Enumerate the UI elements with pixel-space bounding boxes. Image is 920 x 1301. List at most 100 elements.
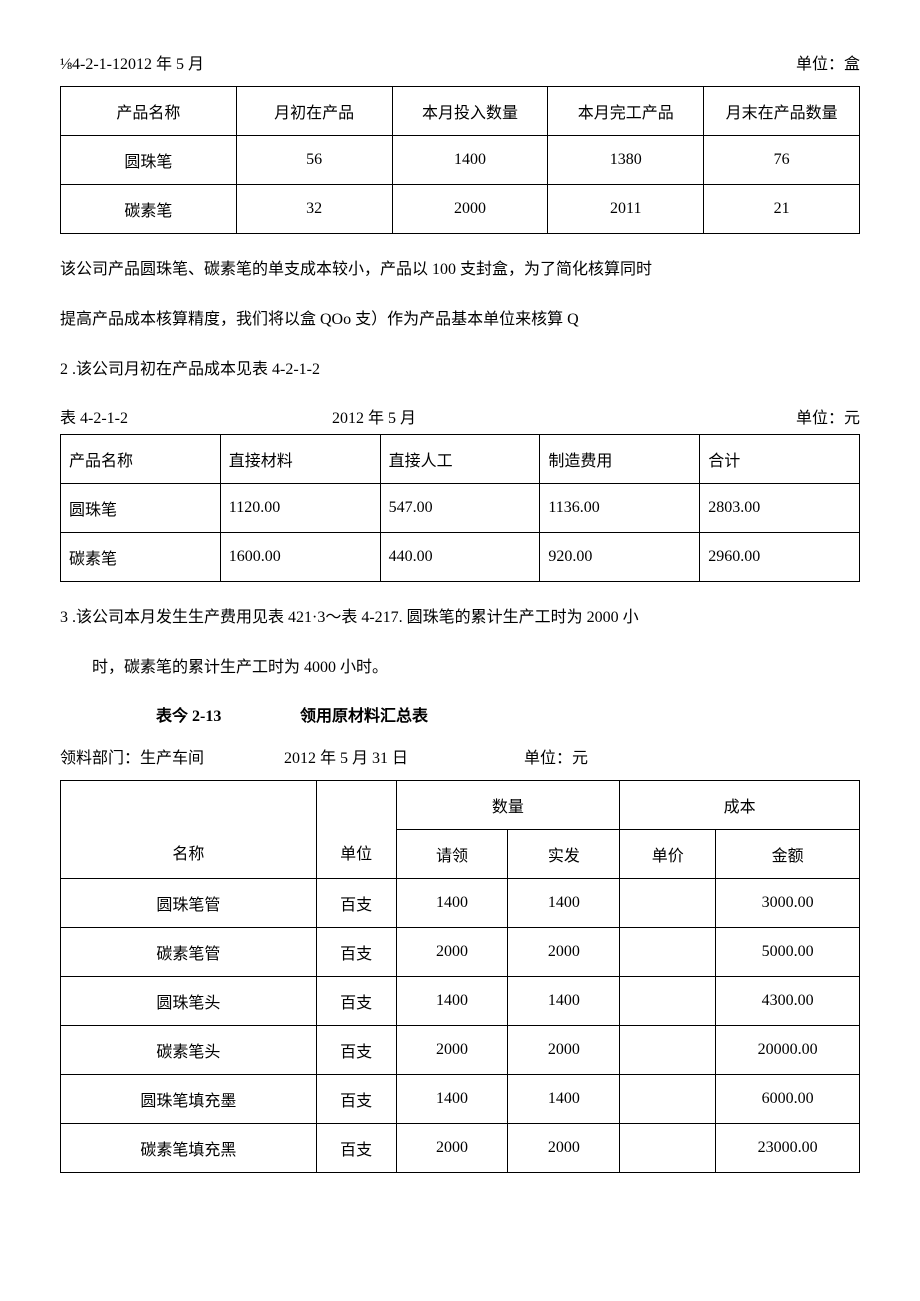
col-header: 合计 [700, 435, 860, 484]
cell: 547.00 [380, 484, 540, 533]
cell: 圆珠笔填充墨 [61, 1075, 317, 1124]
cell: 2960.00 [700, 533, 860, 582]
caption-dept: 领料部门：生产车间 [60, 744, 284, 768]
cell: 2000 [508, 1124, 620, 1173]
table-row: 圆珠笔 1120.00 547.00 1136.00 2803.00 [61, 484, 860, 533]
table-row: 圆珠笔头 百支 1400 1400 4300.00 [61, 977, 860, 1026]
cell: 碳素笔 [61, 185, 237, 234]
cell: 1120.00 [220, 484, 380, 533]
col-header: 制造费用 [540, 435, 700, 484]
table-row: 圆珠笔管 百支 1400 1400 3000.00 [61, 879, 860, 928]
cell: 76 [704, 136, 860, 185]
col-header: 直接材料 [220, 435, 380, 484]
cell: 1400 [508, 1075, 620, 1124]
col-header: 金额 [716, 830, 860, 879]
table-row: 圆珠笔填充墨 百支 1400 1400 6000.00 [61, 1075, 860, 1124]
col-header: 产品名称 [61, 435, 221, 484]
col-header: 请领 [396, 830, 508, 879]
caption-date: 2012 年 5 月 31 日 [284, 744, 524, 768]
table3-title: 表今 2-13 领用原材料汇总表 [60, 702, 860, 726]
table-material-summary: 名称 单位 数量 成本 请领 实发 单价 金额 圆珠笔管 百支 1400 140… [60, 780, 860, 1173]
cell: 1400 [396, 1075, 508, 1124]
table-number: 表今 2-13 [60, 702, 300, 726]
table-row: 圆珠笔 56 1400 1380 76 [61, 136, 860, 185]
caption-mid: 2012 年 5 月 [332, 404, 612, 428]
cell: 碳素笔管 [61, 928, 317, 977]
table-header-row: 产品名称 直接材料 直接人工 制造费用 合计 [61, 435, 860, 484]
caption-right: 单位：盒 [796, 50, 860, 74]
table-header-row: 名称 单位 数量 成本 [61, 781, 860, 830]
cell: 1136.00 [540, 484, 700, 533]
cell: 圆珠笔 [61, 136, 237, 185]
paragraph: 该公司产品圆珠笔、碳素笔的单支成本较小，产品以 100 支封盒，为了简化核算同时 [60, 254, 860, 286]
col-header-cost: 成本 [620, 781, 860, 830]
cell: 1400 [396, 879, 508, 928]
table-row: 碳素笔 1600.00 440.00 920.00 2960.00 [61, 533, 860, 582]
table3-caption: 领料部门：生产车间 2012 年 5 月 31 日 单位：元 [60, 744, 860, 768]
cell: 2000 [392, 185, 548, 234]
paragraph: 2 .该公司月初在产品成本见表 4-2-1-2 [60, 354, 860, 386]
cell: 圆珠笔管 [61, 879, 317, 928]
cell: 1400 [392, 136, 548, 185]
paragraph: 3 .该公司本月发生生产费用见表 421·3〜表 4-217. 圆珠笔的累计生产… [60, 602, 860, 634]
table2-caption: 表 4-2-1-2 2012 年 5 月 单位：元 [60, 404, 860, 428]
cell: 5000.00 [716, 928, 860, 977]
cell: 2000 [396, 1026, 508, 1075]
cell: 920.00 [540, 533, 700, 582]
paragraph: 提高产品成本核算精度，我们将以盒 QOo 支）作为产品基本单位来核算 Q [60, 304, 860, 336]
cell: 百支 [316, 1124, 396, 1173]
cell: 圆珠笔头 [61, 977, 317, 1026]
caption-right: 单位：元 [612, 404, 860, 428]
col-header: 本月投入数量 [392, 87, 548, 136]
col-header: 产品名称 [61, 87, 237, 136]
table-header-row: 产品名称 月初在产品 本月投入数量 本月完工产品 月末在产品数量 [61, 87, 860, 136]
cell: 碳素笔头 [61, 1026, 317, 1075]
cell: 2000 [396, 928, 508, 977]
cell [620, 1026, 716, 1075]
cell: 百支 [316, 977, 396, 1026]
cell: 23000.00 [716, 1124, 860, 1173]
table-row: 碳素笔 32 2000 2011 21 [61, 185, 860, 234]
cell: 6000.00 [716, 1075, 860, 1124]
cell: 百支 [316, 1026, 396, 1075]
table-row: 碳素笔填充黑 百支 2000 2000 23000.00 [61, 1124, 860, 1173]
cell [620, 977, 716, 1026]
cell: 21 [704, 185, 860, 234]
cell: 2000 [396, 1124, 508, 1173]
cell: 20000.00 [716, 1026, 860, 1075]
caption-left: 表 4-2-1-2 [60, 404, 332, 428]
cell: 圆珠笔 [61, 484, 221, 533]
paragraph: 时，碳素笔的累计生产工时为 4000 小时。 [60, 652, 860, 684]
table-row: 碳素笔头 百支 2000 2000 20000.00 [61, 1026, 860, 1075]
col-header-name: 名称 [61, 781, 317, 879]
cell: 2000 [508, 928, 620, 977]
col-header-unit: 单位 [316, 781, 396, 879]
col-header: 实发 [508, 830, 620, 879]
cell: 百支 [316, 1075, 396, 1124]
cell: 56 [236, 136, 392, 185]
cell: 1400 [508, 879, 620, 928]
table-production-qty: 产品名称 月初在产品 本月投入数量 本月完工产品 月末在产品数量 圆珠笔 56 … [60, 86, 860, 234]
cell: 1400 [396, 977, 508, 1026]
cell: 2011 [548, 185, 704, 234]
col-header: 本月完工产品 [548, 87, 704, 136]
cell: 4300.00 [716, 977, 860, 1026]
caption-unit: 单位：元 [524, 744, 588, 768]
cell [620, 1075, 716, 1124]
col-header: 直接人工 [380, 435, 540, 484]
cell: 1600.00 [220, 533, 380, 582]
cell: 百支 [316, 879, 396, 928]
cell: 1400 [508, 977, 620, 1026]
cell: 百支 [316, 928, 396, 977]
cell: 碳素笔填充黑 [61, 1124, 317, 1173]
cell: 碳素笔 [61, 533, 221, 582]
table-wip-cost: 产品名称 直接材料 直接人工 制造费用 合计 圆珠笔 1120.00 547.0… [60, 434, 860, 582]
table-title: 领用原材料汇总表 [300, 702, 428, 726]
col-header: 月末在产品数量 [704, 87, 860, 136]
table-row: 碳素笔管 百支 2000 2000 5000.00 [61, 928, 860, 977]
cell: 440.00 [380, 533, 540, 582]
cell: 3000.00 [716, 879, 860, 928]
cell: 2000 [508, 1026, 620, 1075]
table1-caption: ⅛4-2-1-12012 年 5 月 单位：盒 [60, 50, 860, 74]
col-header: 月初在产品 [236, 87, 392, 136]
